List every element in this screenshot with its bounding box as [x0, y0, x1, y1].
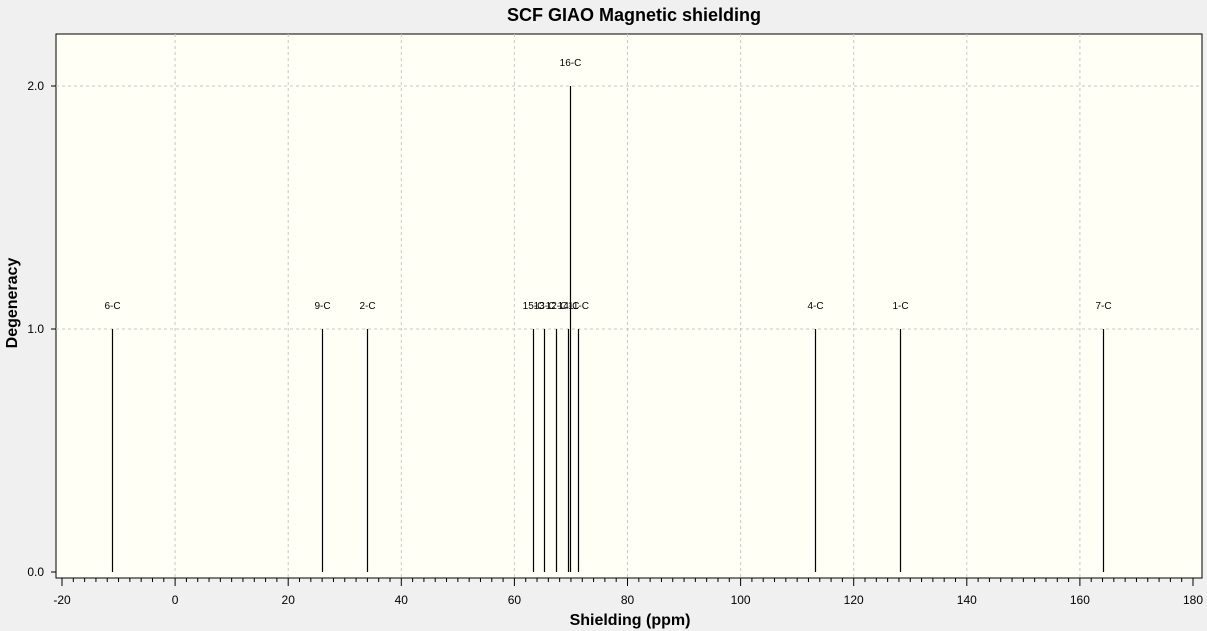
y-axis-label: Degeneracy [4, 258, 21, 349]
y-tick-label: 1.0 [27, 322, 44, 336]
peak-label: 2-C [359, 301, 375, 312]
peak-label: 15-C [523, 301, 545, 312]
x-tick-label: 180 [1183, 593, 1203, 607]
peak-label: 14-C [558, 301, 580, 312]
chart-title: SCF GIAO Magnetic shielding [507, 5, 761, 25]
peak-label: 4-C [807, 301, 823, 312]
grid-lines [56, 34, 1202, 578]
x-tick-label: 160 [1070, 593, 1090, 607]
peak-label: 16-C [560, 58, 582, 69]
peak-label: 12-C [546, 301, 568, 312]
x-tick-label: 40 [395, 593, 409, 607]
y-tick-label: 0.0 [27, 565, 44, 579]
plot-area [55, 33, 1203, 579]
x-axis-label: Shielding (ppm) [570, 612, 691, 629]
x-tick-label: 140 [957, 593, 977, 607]
peak-label: 11-C [568, 301, 589, 312]
x-tick-label: -20 [53, 593, 71, 607]
x-tick-label: 60 [508, 593, 522, 607]
peak-label: 13-C [534, 301, 556, 312]
peak-label: 9-C [314, 301, 330, 312]
peak-label: 6-C [104, 301, 120, 312]
x-tick-label: 120 [844, 593, 864, 607]
x-tick-label: 0 [172, 593, 179, 607]
peak-label: 7-C [1095, 301, 1111, 312]
y-tick-label: 2.0 [27, 79, 44, 93]
x-axis: -20 0 20 40 60 80 100 120 140 160 180 [53, 577, 1203, 607]
peak-label: 1-C [892, 301, 908, 312]
y-axis: 0.0 1.0 2.0 [27, 79, 56, 579]
x-tick-label: 100 [731, 593, 751, 607]
peaks: 6-C 9-C 2-C 15-C13-C12-C14-C 16-C 11-C 4-C 1-C 7… [104, 58, 1112, 572]
x-tick-label: 80 [621, 593, 635, 607]
x-tick-label: 20 [282, 593, 296, 607]
